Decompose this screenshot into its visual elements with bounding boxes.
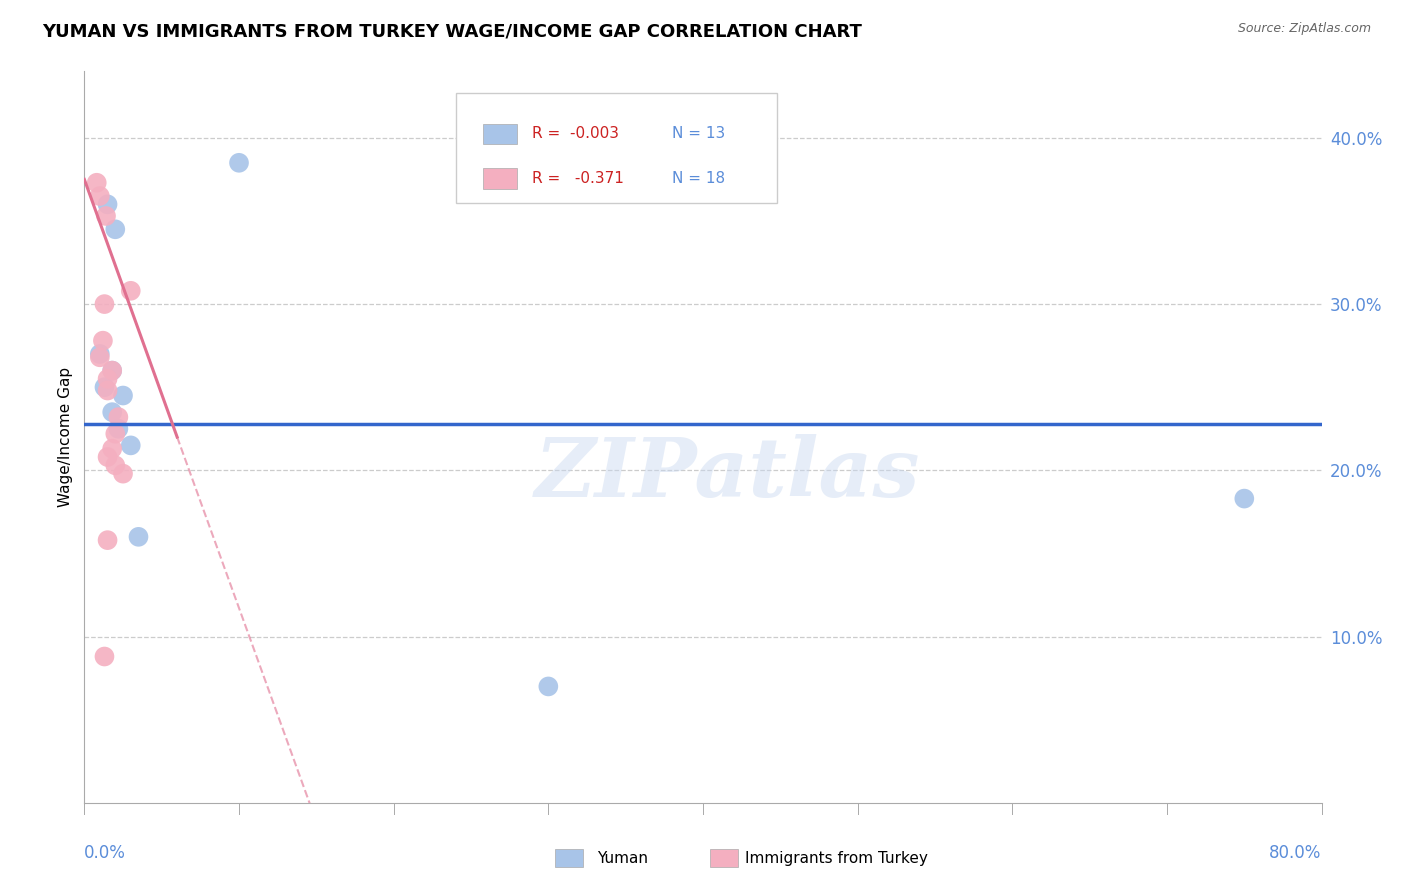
Text: Immigrants from Turkey: Immigrants from Turkey <box>745 851 928 865</box>
Point <box>89 189 111 203</box>
Point <box>107 410 129 425</box>
Point <box>89 347 111 361</box>
Text: N = 18: N = 18 <box>672 171 725 186</box>
Point <box>120 284 142 298</box>
Point <box>93 649 115 664</box>
Text: YUMAN VS IMMIGRANTS FROM TURKEY WAGE/INCOME GAP CORRELATION CHART: YUMAN VS IMMIGRANTS FROM TURKEY WAGE/INC… <box>42 22 862 40</box>
Point <box>101 363 124 377</box>
Point <box>89 351 111 365</box>
Point <box>93 380 115 394</box>
Text: ZIPatlas: ZIPatlas <box>536 434 921 514</box>
Text: 0.0%: 0.0% <box>84 845 127 863</box>
Point <box>101 363 124 377</box>
Point <box>97 372 120 386</box>
Point <box>93 297 115 311</box>
Point <box>101 405 124 419</box>
Point <box>97 450 120 464</box>
Text: R =   -0.371: R = -0.371 <box>533 171 624 186</box>
Point <box>97 384 120 398</box>
Text: Yuman: Yuman <box>598 851 648 865</box>
Point <box>94 209 117 223</box>
Point <box>112 388 135 402</box>
Point <box>104 458 127 473</box>
FancyBboxPatch shape <box>456 94 778 203</box>
Point <box>104 426 127 441</box>
Point <box>104 222 127 236</box>
Text: 80.0%: 80.0% <box>1270 845 1322 863</box>
Point <box>97 533 120 548</box>
Point <box>120 438 142 452</box>
Point <box>1233 491 1256 506</box>
Point <box>112 467 135 481</box>
FancyBboxPatch shape <box>482 169 517 189</box>
Point <box>101 442 124 456</box>
Point <box>537 680 560 694</box>
Point <box>107 422 129 436</box>
Text: N = 13: N = 13 <box>672 127 725 142</box>
FancyBboxPatch shape <box>482 124 517 145</box>
Point <box>91 334 114 348</box>
Point <box>128 530 150 544</box>
Y-axis label: Wage/Income Gap: Wage/Income Gap <box>58 367 73 508</box>
Text: Source: ZipAtlas.com: Source: ZipAtlas.com <box>1237 22 1371 36</box>
Point <box>86 176 108 190</box>
Text: R =  -0.003: R = -0.003 <box>533 127 619 142</box>
Point <box>97 197 120 211</box>
Point <box>228 155 250 169</box>
